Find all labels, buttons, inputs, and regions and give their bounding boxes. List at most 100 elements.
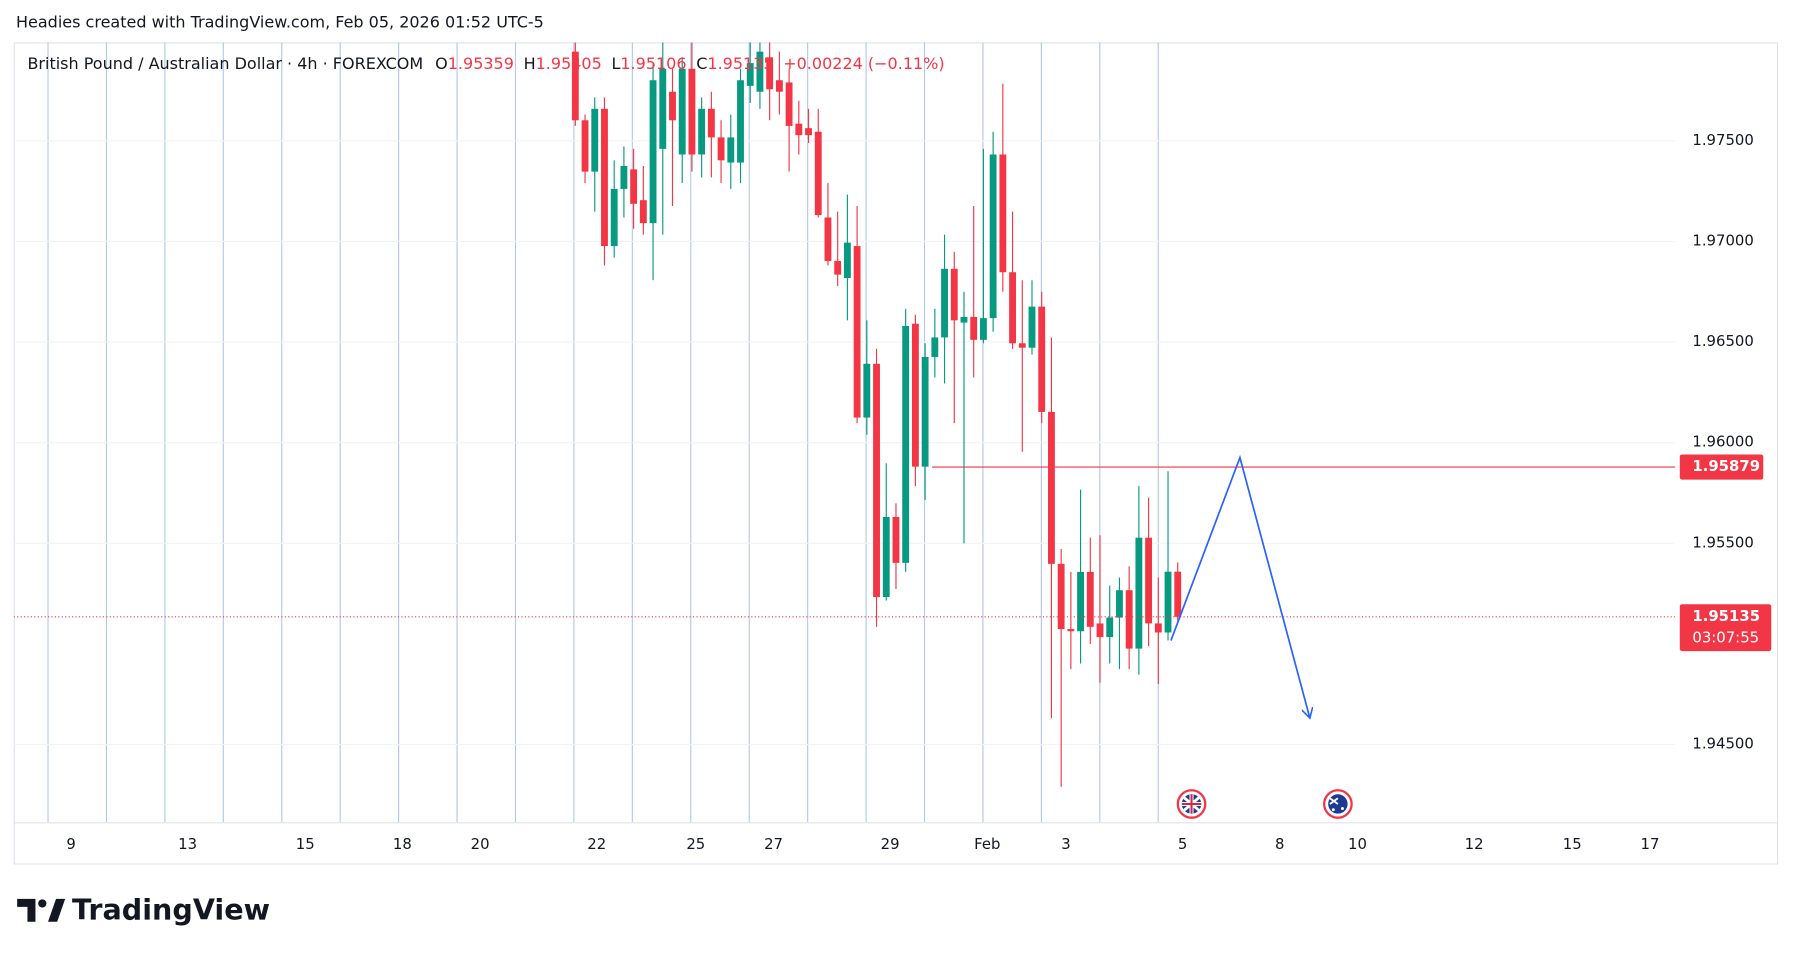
x-tick-label: 15 — [1563, 835, 1582, 853]
chart-frame — [13, 42, 1779, 865]
candle-body — [1047, 411, 1055, 564]
candle-body — [853, 246, 861, 418]
candle-body — [1009, 272, 1016, 344]
overlay: 1.94500 1.95500 1.96000 1.96500 1.97000 1.975… — [66, 131, 1772, 853]
logo — [17, 898, 66, 922]
x-tick-label: 5 — [1178, 835, 1187, 853]
candle-body — [1154, 623, 1162, 633]
candle-body — [1067, 629, 1075, 632]
candle-body — [843, 242, 851, 279]
candle-body — [639, 200, 647, 224]
candle-body — [1086, 571, 1094, 627]
candle-body — [1145, 537, 1153, 624]
x-tick-label: 17 — [1640, 835, 1659, 853]
high-label: H — [524, 54, 536, 73]
candle-body — [620, 165, 628, 189]
candle-body — [1164, 571, 1172, 633]
candle-body — [1028, 306, 1036, 348]
event-marker[interactable] — [1176, 789, 1207, 819]
candle-body — [785, 82, 793, 126]
close-value: 1.95135 — [707, 54, 773, 73]
candle-body — [756, 51, 764, 92]
candle-body — [571, 51, 579, 121]
candle-body — [960, 316, 968, 323]
x-tick-label: 15 — [296, 835, 315, 853]
candle-body — [746, 63, 754, 86]
close-label: C — [696, 54, 707, 73]
y-tick-label: 1.97000 — [1692, 231, 1753, 249]
candle-body — [863, 363, 871, 418]
candle-body — [824, 217, 832, 261]
candle-body — [1018, 343, 1026, 348]
x-tick-label: 13 — [178, 835, 197, 853]
change-percent: (−0.11%) — [868, 54, 945, 73]
projection-path — [1170, 454, 1310, 719]
candle-body — [979, 318, 987, 340]
candle-body — [1106, 617, 1114, 638]
x-tick-label: 3 — [1061, 835, 1070, 853]
candle-body — [999, 154, 1007, 273]
candle-body — [970, 316, 978, 340]
countdown: 03:07:55 — [1692, 629, 1759, 647]
y-tick-label: 1.97500 — [1692, 131, 1753, 149]
candle-body — [688, 68, 696, 155]
candle-body — [707, 108, 715, 138]
candle-body — [669, 91, 676, 121]
candle-body — [727, 137, 735, 163]
x-tick-label: 27 — [764, 835, 783, 853]
candle-body — [659, 68, 667, 149]
candle-body — [834, 260, 842, 275]
low-label: L — [611, 54, 620, 73]
x-tick-label: 25 — [686, 835, 705, 853]
candle-body — [814, 131, 822, 216]
candle-body — [698, 108, 706, 155]
candle-body — [649, 80, 657, 224]
candle-body — [775, 80, 783, 92]
candle-body — [931, 337, 939, 357]
x-tick-label: 22 — [587, 835, 606, 853]
high-value: 1.95405 — [536, 54, 602, 73]
candle-body — [892, 516, 900, 563]
candle-body — [601, 108, 608, 247]
candle-body — [630, 169, 638, 204]
candle-body — [805, 128, 812, 136]
x-tick-label: 12 — [1465, 835, 1484, 853]
candle-body — [795, 123, 803, 136]
change: +0.00224 — [783, 54, 863, 73]
candle-body — [1116, 590, 1123, 618]
candle-body — [1125, 590, 1133, 649]
candle-body — [1174, 571, 1182, 617]
last-price-label: 1.95135 — [1692, 607, 1760, 625]
event-marker[interactable] — [1323, 789, 1353, 819]
candle-body — [717, 137, 725, 161]
y-tick-label: 1.96000 — [1692, 433, 1753, 451]
candle-body — [591, 108, 599, 172]
candle-body — [1135, 537, 1143, 649]
candle-body — [873, 363, 880, 598]
candle-body — [737, 80, 744, 163]
candle-body — [678, 68, 686, 155]
candle-body — [1057, 563, 1065, 630]
candle-body — [989, 154, 997, 319]
y-tick-label: 1.94500 — [1692, 735, 1753, 753]
candle-body — [911, 323, 919, 467]
logo-text: TradingView — [72, 892, 270, 926]
open-value: 1.95359 — [448, 54, 514, 73]
low-value: 1.95106 — [620, 54, 686, 73]
candle-body — [941, 268, 948, 338]
candle-body — [921, 356, 929, 467]
plot-area — [13, 42, 1676, 823]
candle-body — [902, 325, 910, 563]
candle-body — [581, 120, 589, 172]
last-price-badge — [1679, 604, 1772, 652]
price-level-label: 1.95879 — [1692, 457, 1760, 475]
ohlc-legend: British Pound / Australian Dollar · 4h ·… — [27, 54, 944, 73]
candle-body — [1038, 306, 1046, 412]
x-tick-label: 20 — [471, 835, 490, 853]
candle-body — [610, 188, 618, 247]
candle-body — [1077, 571, 1085, 632]
y-tick-label: 1.95500 — [1692, 533, 1753, 551]
